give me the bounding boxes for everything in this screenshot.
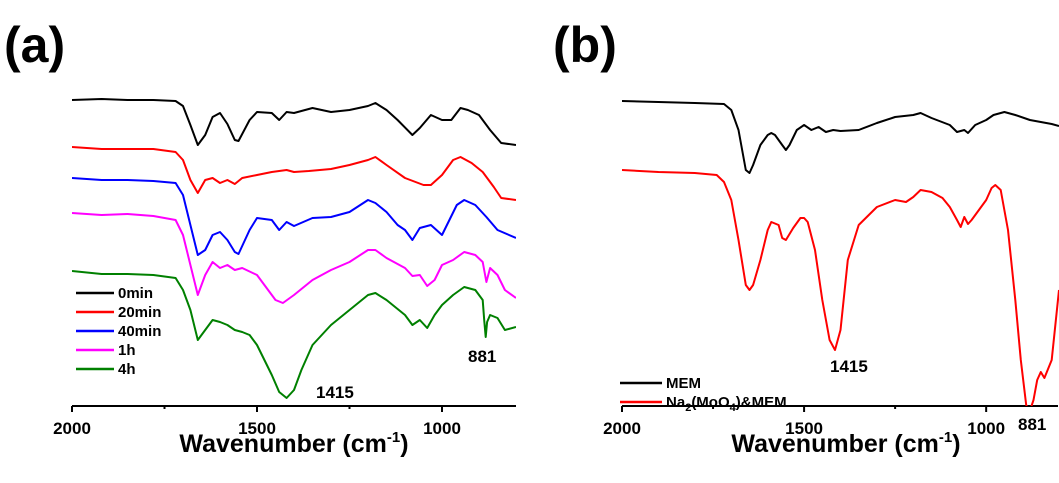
legend-entry: Na2(MoO4)&MEM [666,394,787,414]
x-tick-label: 1500 [785,419,823,438]
annotation-label: 1415 [316,383,354,402]
legend-entry: 40min [118,323,161,340]
legend-entry: MEM [666,375,701,392]
legend-entry: 1h [118,342,136,359]
annotation-label: 1415 [830,357,868,376]
series-line-4 [72,270,516,399]
series-line-1 [622,169,1059,406]
series-line-2 [72,177,516,256]
panel-label: (a) [4,17,65,73]
annotation-label: 881 [468,347,496,366]
x-axis-title: Wavenumber (cm-1) [731,429,960,458]
legend-entry: 4h [118,361,136,378]
series-line-0 [622,100,1059,174]
series-line-1 [72,146,516,201]
panel-b: (b) 2000 1500 1000 Wavenumber (cm-1) MEM Na2(M… [553,17,1059,458]
x-tick-label: 1000 [423,419,461,438]
legend-entry: 20min [118,304,161,321]
panel-a: (a) 2000 1500 1000 Wavenumber (cm-1) 0min 20mi… [4,17,516,458]
annotation-label: 881 [1018,415,1046,434]
panel-label: (b) [553,17,617,73]
x-tick-label: 2000 [603,419,641,438]
x-tick-label: 2000 [53,419,91,438]
x-tick-label: 1500 [238,419,276,438]
x-tick-label: 1000 [967,419,1005,438]
legend-entry: 0min [118,285,153,302]
x-axis-title: Wavenumber (cm-1) [179,429,408,458]
series-line-0 [72,98,516,146]
series-line-3 [72,212,516,304]
